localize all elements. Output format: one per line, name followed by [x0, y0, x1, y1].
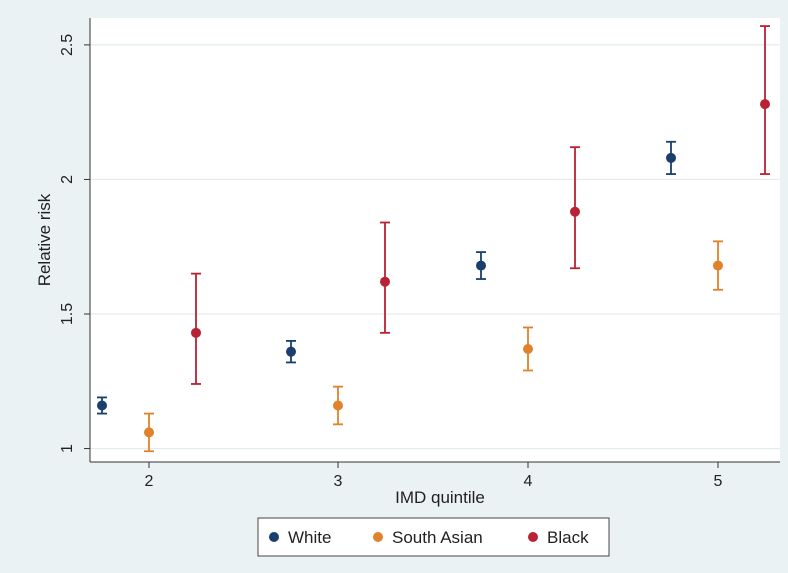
data-series [97, 25, 770, 453]
legend: White South Asian Black [257, 517, 610, 557]
legend-marker [269, 532, 279, 542]
y-tick-label: 2 [59, 175, 76, 184]
data-point [666, 152, 676, 163]
x-tick-label: 3 [334, 473, 343, 490]
series-south-asian [144, 240, 723, 453]
y-tick-label: 2.5 [59, 34, 76, 56]
gridlines [90, 44, 780, 450]
x-tick-label: 2 [145, 473, 154, 490]
data-point [380, 276, 390, 287]
legend-label: South Asian [392, 528, 483, 547]
data-point [476, 260, 486, 271]
y-tick-label: 1 [59, 444, 76, 453]
data-point [286, 346, 296, 357]
data-point [144, 427, 154, 438]
legend-marker [373, 532, 383, 542]
data-point [713, 260, 723, 271]
legend-marker [528, 532, 538, 542]
data-point [97, 400, 107, 411]
axes: 1 1.5 2 2.5 2 3 4 5 [59, 18, 780, 490]
series-white [97, 140, 676, 415]
x-tick-label: 4 [524, 473, 533, 490]
data-point [191, 327, 201, 338]
legend-box [257, 517, 610, 557]
legend-label: Black [547, 528, 589, 547]
data-point [760, 99, 770, 110]
legend-label: White [288, 528, 331, 547]
y-axis-title: Relative risk [35, 193, 54, 286]
x-axis-title: IMD quintile [395, 488, 485, 507]
y-tick-label: 1.5 [59, 303, 76, 325]
data-point [523, 343, 533, 354]
x-tick-label: 5 [714, 473, 723, 490]
data-point [333, 400, 343, 411]
plot-area [90, 18, 780, 462]
data-point [570, 206, 580, 217]
series-black [191, 25, 770, 385]
